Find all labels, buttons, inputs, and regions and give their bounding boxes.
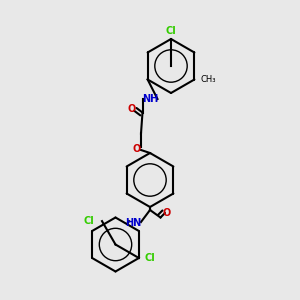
Text: O: O [162,208,171,218]
Text: O: O [128,104,136,115]
Text: O: O [132,143,141,154]
Text: NH: NH [142,94,158,104]
Text: CH₃: CH₃ [200,75,216,84]
Text: Cl: Cl [166,26,176,36]
Text: Cl: Cl [145,253,156,263]
Text: Cl: Cl [84,216,94,226]
Text: HN: HN [125,218,142,229]
